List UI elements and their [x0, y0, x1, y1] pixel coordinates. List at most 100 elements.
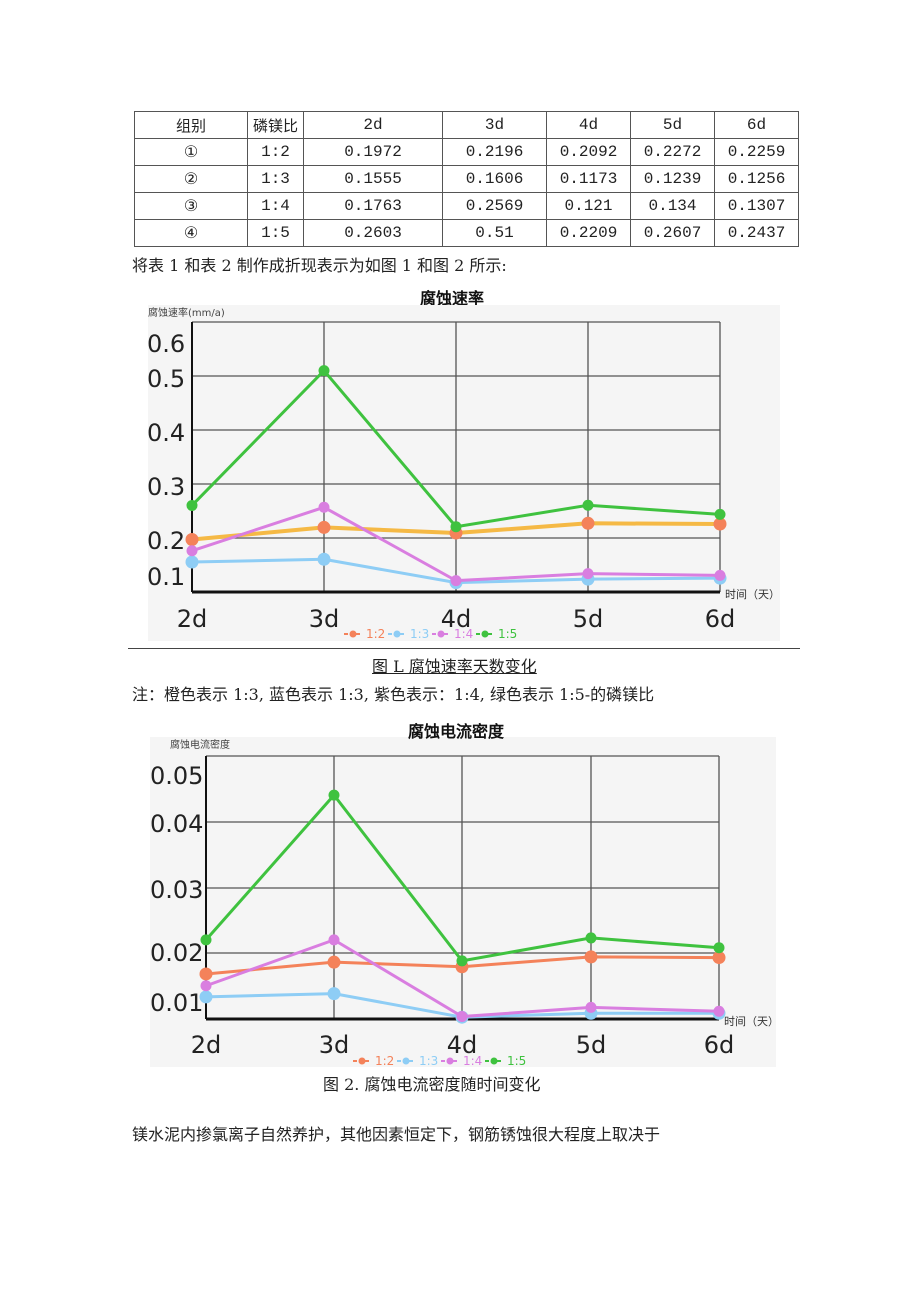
- x-axis-title: 时间（天）: [725, 588, 780, 601]
- data-point: [585, 932, 597, 944]
- header-ratio: 磷镁比: [247, 111, 304, 139]
- legend-label: 1:2: [366, 627, 385, 641]
- data-point: [582, 568, 594, 580]
- x-tick-label: 6d: [704, 1031, 735, 1059]
- legend-marker: [402, 1057, 410, 1065]
- chart1-title: 腐蚀速率: [420, 289, 485, 308]
- legend-marker: [437, 630, 445, 638]
- chart1-plot-background: [148, 305, 780, 641]
- y-tick-label: 0.5: [147, 365, 185, 393]
- table-row: ② 1:3 0.1555 0.1606 0.1173 0.1239 0.1256: [134, 165, 799, 193]
- x-tick-label: 4d: [441, 605, 472, 633]
- intro-paragraph: 将表 1 和表 2 制作成折现表示为如图 1 和图 2 所示:: [132, 256, 507, 275]
- header-3d: 3d: [442, 111, 547, 139]
- data-point: [456, 1011, 468, 1023]
- y-tick-label: 0.02: [150, 939, 203, 967]
- chart1-axis-labels: 0.6 0.5 0.4 0.3 0.2 0.1 腐蚀速率(mm/a) 2d 3d 4d 5d 6d 时间…: [147, 306, 780, 633]
- y-tick-label: 0.6: [147, 330, 185, 358]
- data-point: [318, 501, 330, 513]
- value-cell: 0.2603: [303, 219, 443, 247]
- x-axis-title: 时间（天）: [724, 1015, 779, 1028]
- data-point: [200, 934, 212, 946]
- data-point: [714, 569, 726, 581]
- figure1-caption: 图 L 腐蚀速率天数变化: [372, 657, 537, 676]
- value-cell: 0.2569: [442, 192, 547, 220]
- value-cell: 0.1307: [714, 192, 799, 220]
- y-axis-title: 腐蚀速率(mm/a): [148, 306, 225, 319]
- value-cell: 0.2259: [714, 138, 799, 166]
- legend-label: 1:4: [463, 1054, 482, 1068]
- data-point: [317, 552, 331, 566]
- body-paragraph: 镁水泥内掺氯离子自然养护，其他因素恒定下，钢筋锈蚀很大程度上取决于: [132, 1125, 661, 1144]
- data-point: [584, 950, 598, 964]
- x-tick-label: 5d: [576, 1031, 607, 1059]
- legend-marker: [490, 1057, 498, 1065]
- legend-label: 1:3: [410, 627, 429, 641]
- group-cell: ④: [134, 219, 248, 247]
- corrosion-rate-table: 组别 磷镁比 2d 3d 4d 5d 6d ① 1:2 0.1972 0.219…: [134, 111, 799, 247]
- value-cell: 0.2209: [546, 219, 631, 247]
- value-cell: 0.1256: [714, 165, 799, 193]
- data-point: [318, 365, 330, 377]
- chart2-series: [199, 789, 726, 1024]
- x-tick-label: 4d: [447, 1031, 478, 1059]
- value-cell: 0.2437: [714, 219, 799, 247]
- x-tick-label: 3d: [309, 605, 340, 633]
- y-tick-label: 0.1: [147, 563, 185, 591]
- data-point: [199, 990, 213, 1004]
- data-point: [327, 955, 341, 969]
- value-cell: 0.2196: [442, 138, 547, 166]
- data-point: [199, 967, 213, 981]
- value-cell: 0.1555: [303, 165, 443, 193]
- group-cell: ①: [134, 138, 248, 166]
- table-row: ① 1:2 0.1972 0.2196 0.2092 0.2272 0.2259: [134, 138, 799, 166]
- divider-line: [128, 648, 800, 649]
- data-point: [328, 934, 340, 946]
- ratio-cell: 1:2: [247, 138, 304, 166]
- header-6d: 6d: [714, 111, 799, 139]
- table-row: ④ 1:5 0.2603 0.51 0.2209 0.2607 0.2437: [134, 219, 799, 247]
- data-point: [712, 951, 726, 965]
- data-point: [713, 517, 727, 531]
- ratio-cell: 1:3: [247, 165, 304, 193]
- data-point: [200, 980, 212, 992]
- value-cell: 0.2092: [546, 138, 631, 166]
- data-point: [582, 499, 594, 511]
- x-tick-label: 2d: [177, 605, 208, 633]
- chart2-title: 腐蚀电流密度: [408, 722, 505, 741]
- y-tick-label: 0.4: [147, 419, 185, 447]
- chart1-legend: 1:2 1:3 1:4 1:5: [344, 627, 517, 641]
- header-group: 组别: [134, 111, 248, 139]
- y-axis-title: 腐蚀电流密度: [170, 738, 230, 751]
- data-point: [185, 555, 199, 569]
- y-tick-label: 0.05: [150, 762, 203, 790]
- data-point: [714, 508, 726, 520]
- x-tick-label: 2d: [191, 1031, 222, 1059]
- value-cell: 0.134: [630, 192, 715, 220]
- data-point: [450, 521, 462, 533]
- legend-label: 1:4: [454, 627, 473, 641]
- legend-label: 1:3: [419, 1054, 438, 1068]
- chart2-axis-labels: 0.05 0.04 0.03 0.02 0.01 腐蚀电流密度 2d 3d 4d 5d 6d 时间（天…: [150, 738, 779, 1059]
- table-header-row: 组别 磷镁比 2d 3d 4d 5d 6d: [134, 111, 799, 139]
- legend-marker: [481, 630, 489, 638]
- legend-marker: [446, 1057, 454, 1065]
- table-row: ③ 1:4 0.1763 0.2569 0.121 0.134 0.1307: [134, 192, 799, 220]
- data-point: [186, 499, 198, 511]
- legend-marker: [358, 1057, 366, 1065]
- value-cell: 0.1972: [303, 138, 443, 166]
- data-point: [585, 1001, 597, 1013]
- value-cell: 0.121: [546, 192, 631, 220]
- data-point: [327, 987, 341, 1001]
- legend-label: 1:5: [507, 1054, 526, 1068]
- legend-marker: [349, 630, 357, 638]
- data-point: [185, 533, 199, 547]
- y-tick-label: 0.04: [150, 810, 203, 838]
- legend-marker: [393, 630, 401, 638]
- color-note: 注：橙色表示 1:3, 蓝色表示 1:3, 紫色表示：1:4, 绿色表示 1:5…: [132, 685, 655, 704]
- x-tick-label: 3d: [319, 1031, 350, 1059]
- data-point: [713, 942, 725, 954]
- value-cell: 0.1239: [630, 165, 715, 193]
- data-point: [328, 789, 340, 801]
